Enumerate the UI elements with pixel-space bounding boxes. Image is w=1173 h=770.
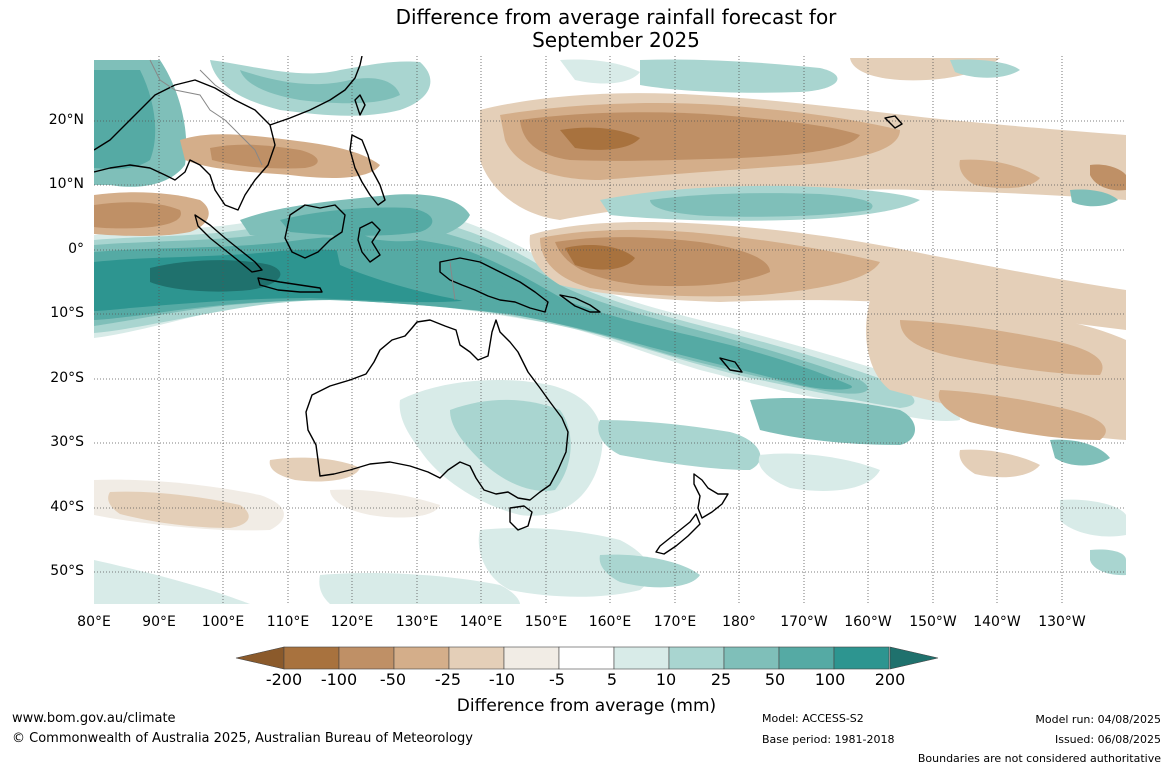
lon-label: 160°W xyxy=(844,614,892,630)
colorbar-extend-dry xyxy=(235,646,285,670)
lon-label: 140°E xyxy=(459,614,503,630)
colorbar-tick-label: -25 xyxy=(434,670,462,689)
sulawesi-coastline xyxy=(357,221,381,263)
map-title-line1: Difference from average rainfall forecas… xyxy=(395,5,837,29)
colorbar-swatch xyxy=(283,646,340,670)
issued-text: Issued: 06/08/2025 xyxy=(1054,733,1161,746)
boundaries-text: Boundaries are not considered authoritat… xyxy=(917,752,1161,765)
coastlines xyxy=(94,56,903,555)
lat-label: 50°S xyxy=(50,563,84,579)
colorbar-tick-label: -10 xyxy=(488,670,516,689)
lat-label: 0° xyxy=(68,241,84,257)
colorbar-swatch xyxy=(613,646,670,670)
new-caledonia-coastline xyxy=(719,357,743,373)
colorbar-tick-label: 50 xyxy=(764,670,786,689)
lon-label: 80°E xyxy=(77,614,111,630)
lat-label: 20°N xyxy=(48,112,84,128)
lon-label: 110°E xyxy=(266,614,310,630)
lon-label: 180° xyxy=(722,614,756,630)
copyright-text: © Commonwealth of Australia 2025, Austra… xyxy=(12,731,473,746)
new-zealand-north-island xyxy=(693,473,729,519)
model-run-text: Model run: 04/08/2025 xyxy=(1035,713,1161,726)
colorbar-tick-label: -200 xyxy=(265,670,303,689)
colorbar-swatch xyxy=(503,646,560,670)
colorbar-swatch xyxy=(668,646,725,670)
lat-label: 40°S xyxy=(50,499,84,515)
solomon-islands-coastline xyxy=(559,294,601,313)
colorbar-tick-label: 25 xyxy=(710,670,732,689)
philippines-coastline xyxy=(349,134,386,206)
lon-label: 140°W xyxy=(973,614,1021,630)
colorbar-swatch xyxy=(558,646,615,670)
colorbar-tick-label: 5 xyxy=(606,670,618,689)
lon-label: 160°E xyxy=(588,614,632,630)
colorbar-tick-label: 200 xyxy=(874,670,906,689)
colorbar-tick-label: -5 xyxy=(549,670,565,689)
colorbar xyxy=(235,646,939,670)
borneo-coastline xyxy=(284,204,346,259)
se-asia-coastline xyxy=(94,79,276,211)
colorbar-swatch xyxy=(393,646,450,670)
hawaii-coastline xyxy=(884,115,903,129)
lat-label: 10°S xyxy=(50,305,84,321)
lon-label: 100°E xyxy=(201,614,245,630)
lon-label: 170°E xyxy=(653,614,697,630)
map-title-line2: September 2025 xyxy=(532,28,700,52)
sumatra-coastline xyxy=(194,214,263,273)
taiwan-coastline xyxy=(354,94,366,116)
colorbar-swatch xyxy=(778,646,835,670)
colorbar-swatch xyxy=(338,646,395,670)
lat-label: 30°S xyxy=(50,434,84,450)
colorbar-swatch xyxy=(833,646,890,670)
lat-label: 20°S xyxy=(50,370,84,386)
colorbar-extend-wet xyxy=(889,646,939,670)
tasmania-coastline xyxy=(509,505,533,531)
colorbar-tick-label: 100 xyxy=(814,670,846,689)
website-text: www.bom.gov.au/climate xyxy=(12,711,176,726)
lat-label: 10°N xyxy=(48,176,84,192)
colorbar-tick-label: 10 xyxy=(655,670,677,689)
lon-label: 150°W xyxy=(909,614,957,630)
new-zealand-south-island xyxy=(655,513,701,555)
australia-coastline xyxy=(305,319,569,501)
lon-label: 120°E xyxy=(330,614,374,630)
colorbar-tick-label: -50 xyxy=(379,670,407,689)
java-coastline xyxy=(257,277,323,293)
lon-label: 130°W xyxy=(1038,614,1086,630)
colorbar-swatch xyxy=(723,646,780,670)
colorbar-title: Difference from average (mm) xyxy=(456,696,717,716)
china-coastline xyxy=(269,56,363,126)
model-text: Model: ACCESS-S2 xyxy=(762,712,864,725)
colorbar-tick-label: -100 xyxy=(320,670,358,689)
lon-label: 150°E xyxy=(524,614,568,630)
new-guinea-coastline xyxy=(439,257,549,313)
country-borders xyxy=(149,59,456,301)
colorbar-swatch xyxy=(448,646,505,670)
lon-label: 90°E xyxy=(142,614,176,630)
lon-label: 170°W xyxy=(780,614,828,630)
base-period-text: Base period: 1981-2018 xyxy=(762,733,895,746)
lon-label: 130°E xyxy=(395,614,439,630)
